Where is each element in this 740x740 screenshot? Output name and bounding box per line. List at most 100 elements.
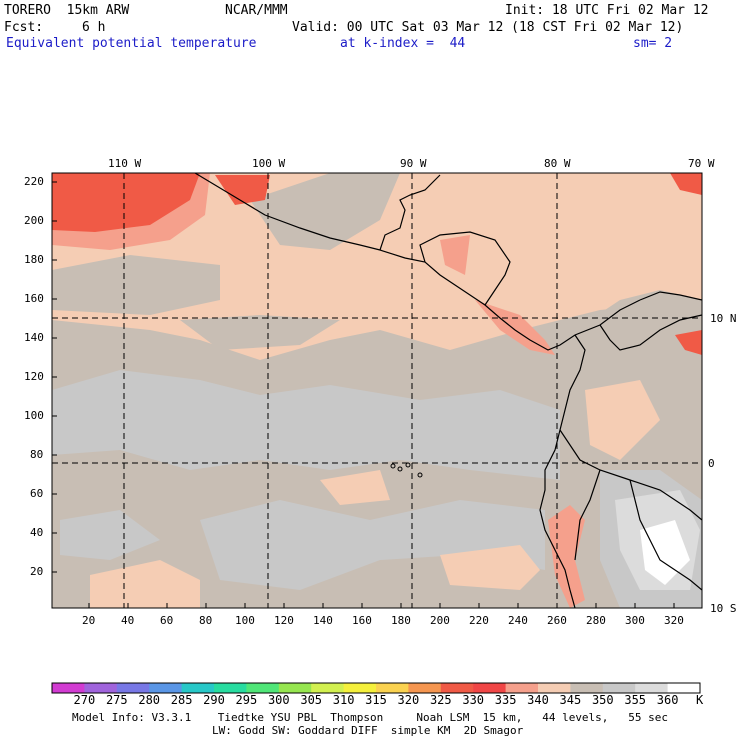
colorbar-label: 325 [429, 693, 452, 707]
lat-label-10n: 10 N [710, 312, 737, 325]
warm-patch-south [440, 545, 540, 590]
lon-label-110w: 110 W [108, 157, 142, 170]
colorbar-swatch [84, 683, 118, 693]
smoothing-info: sm= 2 [633, 36, 673, 51]
lat-label-10s: 10 S [710, 602, 737, 615]
coastlines [194, 173, 702, 608]
colorbar-label: 320 [397, 693, 420, 707]
y-tick: 120 [24, 370, 44, 383]
x-tick: 20 [82, 614, 96, 627]
x-tick: 200 [430, 614, 450, 627]
y-tick: 220 [24, 175, 44, 188]
warm-band-north [52, 173, 702, 360]
x-tick: 80 [199, 614, 213, 627]
colorbar-label: 310 [332, 693, 355, 707]
colorbar-swatch [149, 683, 183, 693]
x-tick: 160 [352, 614, 372, 627]
x-tick: 240 [508, 614, 528, 627]
colorbar-label: 345 [559, 693, 582, 707]
x-tick: 40 [121, 614, 135, 627]
x-tick: 260 [547, 614, 567, 627]
colorbar-label: 330 [462, 693, 485, 707]
field-name: Equivalent potential temperature [6, 36, 257, 51]
y-tick: 20 [30, 565, 44, 578]
colorbar-label: 285 [170, 693, 193, 707]
colorbar-label: 305 [300, 693, 323, 707]
warm-coast-peru [548, 505, 585, 608]
x-tick: 300 [625, 614, 645, 627]
x-tick: 100 [235, 614, 255, 627]
colorbar-swatch [440, 683, 474, 693]
y-tick: 200 [24, 214, 44, 227]
colorbar-swatch [602, 683, 636, 693]
colorbar-label: 280 [138, 693, 161, 707]
valid-time: Valid: 00 UTC Sat 03 Mar 12 (18 CST Fri … [292, 20, 684, 35]
cool-patch-sw [60, 510, 160, 560]
cool-band-south [200, 500, 545, 590]
x-tick: 320 [664, 614, 684, 627]
forecast-label: Fcst: [4, 20, 44, 35]
lon-label-100w: 100 W [252, 157, 286, 170]
galapagos-islands [390, 462, 423, 478]
warm-patch-mexico [215, 175, 270, 205]
colorbar-swatch [311, 683, 345, 693]
colorbar-swatches [52, 683, 701, 693]
colorbar-swatch [246, 683, 280, 693]
warm-patch-venezuela [675, 330, 702, 355]
colorbar-swatch [408, 683, 442, 693]
colorbar-swatch [505, 683, 539, 693]
x-tick: 140 [313, 614, 333, 627]
andes-coldest [640, 520, 690, 585]
colorbar-swatch [52, 683, 85, 693]
warm-patch-central [320, 470, 390, 505]
init-time: Init: 18 UTC Fri 02 Mar 12 [505, 3, 709, 18]
y-tick: 180 [24, 253, 44, 266]
colorbar-label: 340 [527, 693, 549, 707]
colorbar-label: 315 [365, 693, 387, 707]
x-tick: 180 [391, 614, 411, 627]
warm-patch-honduras [440, 235, 470, 275]
lon-label-80w: 80 W [544, 157, 571, 170]
y-tick: 40 [30, 526, 44, 539]
colorbar-swatch [570, 683, 604, 693]
axis-tick-marks [52, 181, 675, 608]
y-tick: 140 [24, 331, 44, 344]
colorbar-swatch [116, 683, 150, 693]
colorbar-label: 360 [656, 693, 679, 707]
colorbar-swatch [214, 683, 247, 693]
colorbar-unit: K [696, 693, 704, 707]
warm-core-nw [52, 173, 200, 232]
colorbar-swatch [343, 683, 377, 693]
colorbar-swatch [278, 683, 312, 693]
colorbar-swatch [181, 683, 215, 693]
colorbar-swatch [538, 683, 571, 693]
colorbar-label: 335 [494, 693, 517, 707]
colorbar-swatch [667, 683, 701, 693]
colorbar-swatch [376, 683, 409, 693]
model-name: TORERO 15km ARW [4, 3, 130, 18]
y-tick: 60 [30, 487, 44, 500]
warm-patch-ne [670, 173, 702, 195]
colorbar-label: 290 [203, 693, 225, 707]
y-tick: 100 [24, 409, 44, 422]
cool-strip-west [52, 255, 220, 315]
forecast-hour: 6 h [82, 20, 106, 35]
graticule [52, 173, 702, 608]
cool-patch-north [250, 173, 400, 250]
x-tick: 60 [160, 614, 174, 627]
colorbar-label: 295 [235, 693, 258, 707]
colorbar-label: 275 [105, 693, 128, 707]
colorbar-label: 270 [73, 693, 96, 707]
colorbar-swatch [473, 683, 507, 693]
colorbar-swatch [635, 683, 669, 693]
lon-label-70w: 70 W [688, 157, 715, 170]
warm-patch-sw [90, 560, 200, 608]
lon-label-90w: 90 W [400, 157, 427, 170]
colorbar-label: 300 [267, 693, 290, 707]
map-field [52, 173, 702, 608]
y-tick: 80 [30, 448, 44, 461]
cool-band-equator [52, 370, 560, 480]
colorbar-label: 355 [624, 693, 647, 707]
warm-patch-colombia [585, 380, 660, 460]
